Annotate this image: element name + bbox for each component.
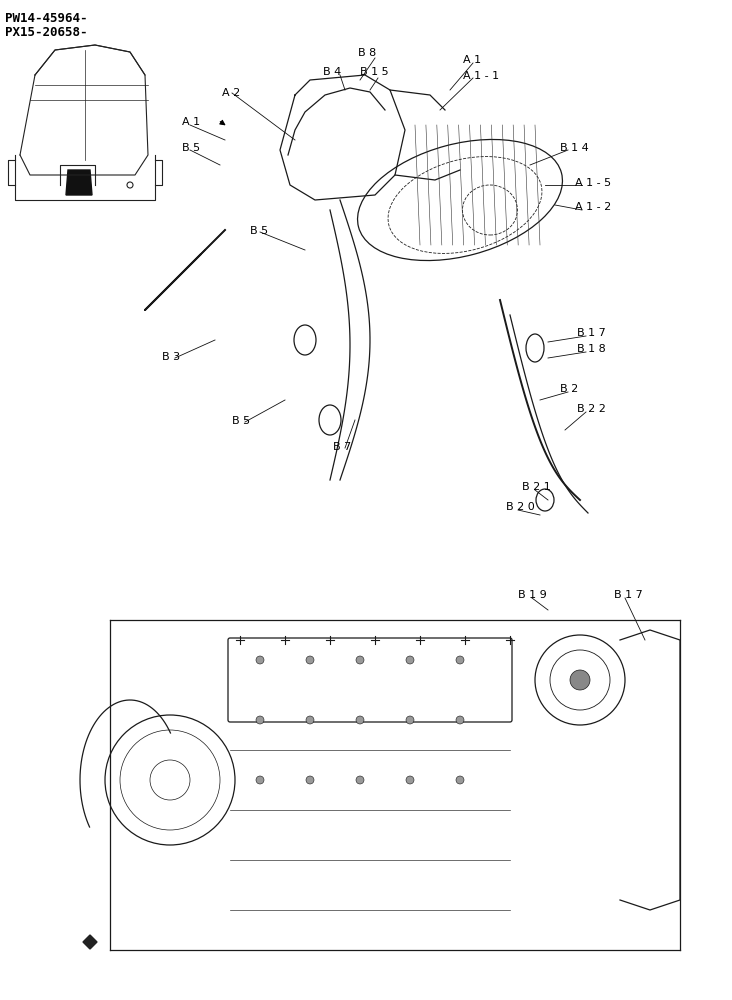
Text: B 5: B 5 [232,416,250,426]
Text: A 1 - 1: A 1 - 1 [463,71,499,81]
Circle shape [306,656,314,664]
Text: A 1: A 1 [182,117,200,127]
Circle shape [356,776,364,784]
Text: B 2: B 2 [560,384,578,394]
Circle shape [406,716,414,724]
Circle shape [406,656,414,664]
Text: B 3: B 3 [162,352,180,362]
Text: PX15-20658-: PX15-20658- [5,26,88,39]
Text: B 2 0: B 2 0 [506,502,535,512]
Circle shape [456,776,464,784]
Text: B 4: B 4 [323,67,341,77]
Text: B 7: B 7 [333,442,351,452]
Text: B 1 7: B 1 7 [577,328,606,338]
Text: B 5: B 5 [182,143,200,153]
Circle shape [306,716,314,724]
Text: B 2 1: B 2 1 [522,482,550,492]
Circle shape [406,776,414,784]
Circle shape [356,656,364,664]
Circle shape [456,716,464,724]
Text: B 1 9: B 1 9 [518,590,547,600]
Circle shape [256,776,264,784]
Text: A 1 - 5: A 1 - 5 [575,178,611,188]
Text: PW14-45964-: PW14-45964- [5,12,88,25]
Circle shape [456,656,464,664]
Text: A 1 - 2: A 1 - 2 [575,202,611,212]
Text: A 2: A 2 [222,88,240,98]
Text: A 1: A 1 [463,55,481,65]
Circle shape [570,670,590,690]
Circle shape [356,716,364,724]
Polygon shape [83,935,97,949]
Circle shape [256,656,264,664]
Text: B 2 2: B 2 2 [577,404,606,414]
Polygon shape [66,170,92,195]
Text: B 5: B 5 [250,226,268,236]
Circle shape [306,776,314,784]
Text: B 1 7: B 1 7 [614,590,643,600]
Text: B 1 8: B 1 8 [577,344,606,354]
Text: B 8: B 8 [358,48,376,58]
Text: B 1 4: B 1 4 [560,143,589,153]
Text: B 1 5: B 1 5 [360,67,389,77]
Circle shape [256,716,264,724]
